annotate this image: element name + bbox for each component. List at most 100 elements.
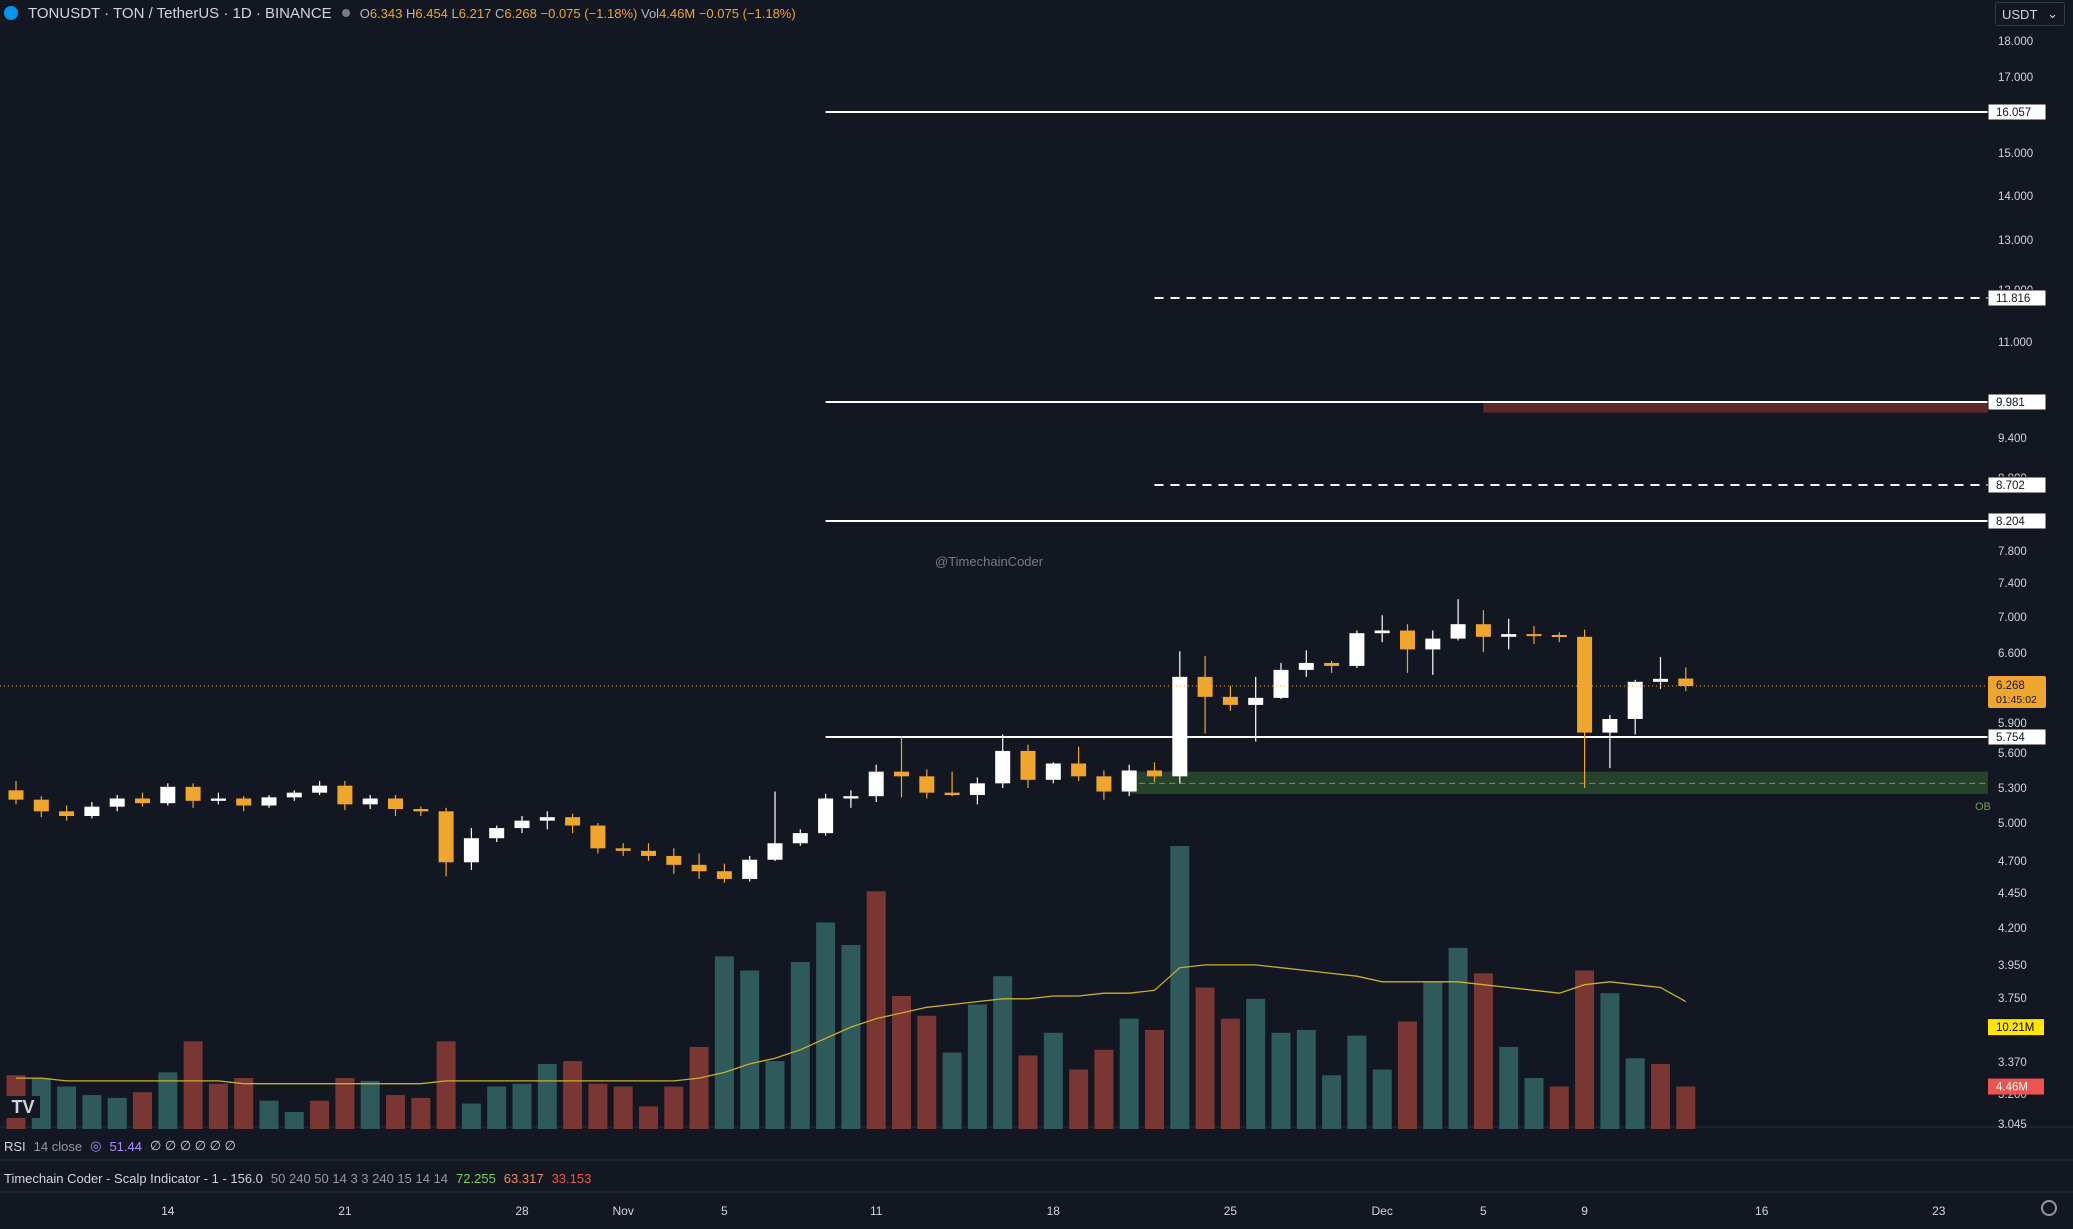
candle-body [236,798,252,806]
candle [1273,662,1289,699]
volume-bar [82,1095,102,1129]
candle [33,796,49,818]
candle [1475,610,1491,653]
candle [641,843,656,861]
candle [489,825,505,842]
candle [1678,667,1694,692]
candle-body [312,785,328,793]
time-tick-label: 11 [870,1204,883,1218]
candle [615,843,631,856]
candle [1172,651,1188,784]
volume-bar [234,1078,254,1129]
candle [1147,762,1162,783]
level-price-tag [1987,512,2047,530]
symbol-title[interactable]: TONUSDT · TON / TetherUS · 1D · BINANCE [28,4,332,22]
volume-bar [1549,1086,1569,1129]
volume-bar [1347,1035,1367,1129]
candle-body [1627,681,1643,719]
volume-bar [790,962,810,1129]
gear-icon[interactable] [2041,1200,2057,1216]
candle-body [894,771,909,777]
candle-body [160,786,176,804]
time-tick-label: 14 [161,1204,175,1218]
volume-bar [993,976,1013,1129]
volume-bar [537,1063,557,1129]
candle [236,796,252,812]
price-tick-label: 11.000 [1998,337,2032,349]
candle-body [210,798,226,801]
candle [286,790,302,801]
vol-value: 4.46M [659,5,696,21]
time-tick-label: 9 [1581,1204,1588,1218]
candle-body [1324,662,1340,666]
candle-body [1450,624,1466,639]
rsi-placeholders: ∅ ∅ ∅ ∅ ∅ ∅ [149,1138,236,1153]
level-price-tag [1987,393,2047,411]
candle [894,736,909,798]
volume-bar [1473,973,1493,1129]
candle [843,790,859,808]
volume-bar [1372,1069,1392,1129]
candle-body [1298,662,1314,670]
candle-body [792,833,808,844]
candle [160,783,176,806]
level-price-tag-text: 16.057 [1996,107,2031,119]
candle [1374,615,1390,643]
indicator-params: 50 240 50 14 3 3 240 15 14 14 [270,1171,449,1186]
candle-body [1653,678,1668,682]
candle [1248,676,1264,742]
volume-bar [866,891,886,1129]
rsi-params: 14 close [33,1138,83,1154]
candle [1653,656,1668,689]
rsi-label: RSI [4,1138,26,1154]
volume-bar [1220,1018,1240,1129]
volume-bar [1195,987,1215,1129]
candle [1197,655,1213,734]
volume-bar [1524,1078,1544,1129]
price-tick-label: 4.450 [1998,888,2027,900]
volume-bar [57,1086,77,1129]
price-tick-label: 5.900 [1998,718,2027,730]
price-tick-label: 7.800 [1998,546,2027,558]
tradingview-logo-icon[interactable]: TV [6,1096,40,1118]
level-price-tag-text: 11.816 [1996,293,2030,305]
level-price-tag-text: 5.754 [1996,732,2025,744]
candle [261,795,277,808]
level-price-tag [1987,103,2047,121]
candle [868,764,884,802]
candle-body [1197,676,1213,697]
candle [413,806,429,816]
volume-bar [1018,1055,1038,1129]
low-label: L [451,5,459,21]
candle-body [944,792,960,795]
candle-body [1501,634,1517,637]
candle [1121,764,1137,797]
candle [995,734,1011,788]
scalp-indicator-legend[interactable]: Timechain Coder - Scalp Indicator - 1 - … [4,1171,591,1186]
candle-body [1045,763,1061,780]
volume-bar [310,1100,330,1129]
volume-bar [942,1052,962,1129]
volume-bar [1676,1086,1696,1129]
candle [1450,599,1466,641]
volume-bar [588,1083,608,1129]
vol-label: Vol [641,5,660,21]
candle-body [1096,776,1112,792]
candle [109,795,125,812]
candle-body [337,785,353,805]
low-value: 6.217 [458,5,492,21]
price-tick-label: 5.300 [1998,783,2027,795]
currency-selector[interactable]: USDT ⌄ [1995,2,2065,26]
chevron-down-icon: ⌄ [2047,6,2058,21]
candle-body [843,796,859,799]
candle-body [691,864,707,872]
candle [1045,762,1061,784]
volume-bar [259,1100,279,1129]
time-tick-label: Nov [613,1204,634,1218]
rsi-legend[interactable]: RSI 14 close ◎ 51.44 ∅ ∅ ∅ ∅ ∅ ∅ [4,1138,236,1154]
indicator-name: Timechain Coder - Scalp Indicator - 1 - … [4,1171,263,1186]
candle [1501,618,1517,650]
time-tick-label: 18 [1047,1204,1061,1218]
rsi-eye-icon[interactable]: ◎ [90,1138,102,1153]
